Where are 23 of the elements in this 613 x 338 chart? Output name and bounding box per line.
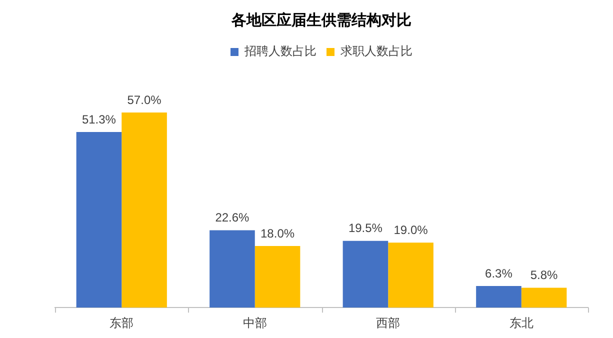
x-tick-label: 东北	[509, 316, 534, 330]
legend-label: 招聘人数占比	[244, 44, 316, 58]
bar	[476, 286, 522, 308]
bar	[210, 230, 255, 308]
x-tick-label: 中部	[242, 316, 267, 330]
bar	[521, 288, 567, 308]
data-label: 19.5%	[348, 221, 383, 236]
bar	[388, 242, 434, 308]
data-label: 19.0%	[394, 222, 428, 237]
bar	[342, 240, 388, 308]
bar	[254, 246, 300, 308]
bar	[122, 112, 167, 308]
data-label: 5.8%	[530, 268, 558, 282]
x-tick-label: 东部	[110, 316, 134, 330]
data-label: 22.6%	[215, 210, 250, 225]
chart-title: 各地区应届生供需结构对比	[230, 10, 412, 29]
data-label: 18.0%	[260, 226, 295, 240]
legend-label: 求职人数占比	[340, 44, 412, 58]
x-tick-label: 西部	[376, 316, 400, 330]
data-label: 51.3%	[82, 112, 116, 126]
bar	[76, 132, 122, 308]
data-label: 57.0%	[127, 92, 162, 107]
data-label: 6.3%	[485, 266, 513, 280]
